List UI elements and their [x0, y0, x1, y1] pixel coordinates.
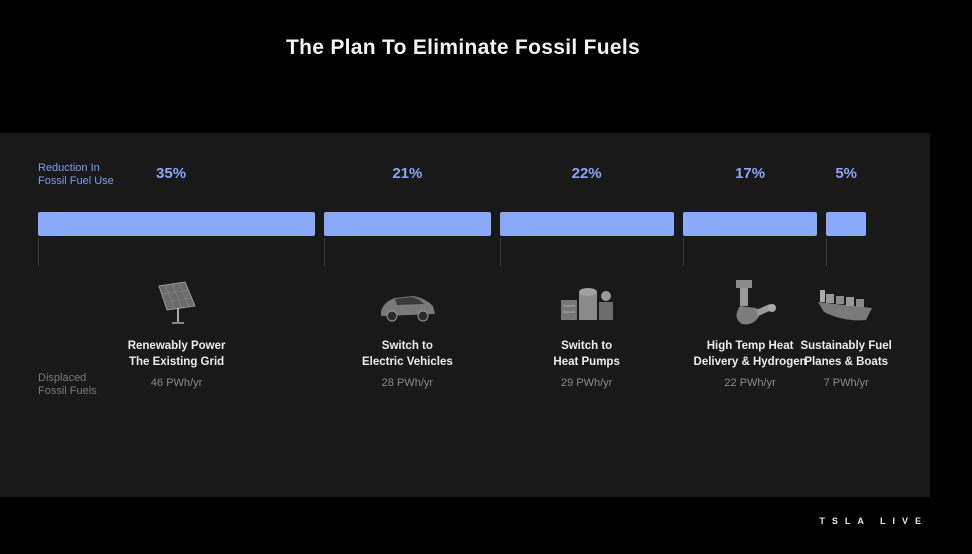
reduction-label-line2: Fossil Fuel Use [38, 175, 114, 187]
footer-brand: TSLA LIVE [819, 516, 928, 526]
segment-divider-4 [682, 238, 684, 266]
displaced-label-line1: Displaced [38, 372, 87, 384]
displaced-value-5: 7 PWh/yr [823, 377, 869, 389]
segment-name-1: Renewably Power The Existing Grid [128, 338, 226, 370]
segment-name-line2-3: Heat Pumps [553, 356, 620, 368]
displaced-value-2: 28 PWh/yr [381, 377, 434, 389]
displaced-row-label: Displaced Fossil Fuels [38, 372, 158, 398]
industrial-heat-icon [718, 278, 782, 328]
bar-segment-5 [826, 212, 866, 236]
reduction-label-line1: Reduction In [38, 162, 100, 174]
bar-segment-4 [682, 212, 818, 236]
bar-segment-3 [499, 212, 674, 236]
segment-name-line2-4: Delivery & Hydrogen [693, 356, 807, 368]
segment-name-5: Sustainably Fuel Planes & Boats [800, 338, 891, 370]
displaced-value-3: 29 PWh/yr [560, 377, 613, 389]
segment-divider-2 [324, 238, 326, 266]
solar-panel-icon [145, 278, 209, 328]
heat-pump-icon [555, 278, 619, 328]
percent-label-2: 21% [392, 165, 423, 182]
displaced-label-line2: Fossil Fuels [38, 385, 97, 397]
page-title: The Plan To Eliminate Fossil Fuels [285, 36, 641, 59]
segment-name-4: High Temp Heat Delivery & Hydrogen [694, 338, 807, 370]
displaced-value-4: 22 PWh/yr [724, 377, 776, 389]
segment-name-line2-1: The Existing Grid [128, 356, 225, 368]
percent-label-1: 35% [156, 165, 187, 182]
segment-name-line1-4: High Temp Heat [706, 340, 794, 352]
segment-name-line1-3: Switch to [561, 340, 613, 352]
ship-icon [814, 278, 878, 328]
segment-divider-3 [499, 238, 501, 266]
percent-label-5: 5% [835, 165, 858, 182]
percent-label-4: 17% [735, 165, 766, 182]
percent-label-3: 22% [571, 165, 602, 182]
segment-name-3: Switch to Heat Pumps [553, 338, 619, 370]
bar-segment-1 [38, 212, 316, 236]
segment-name-line2-2: Electric Vehicles [361, 356, 453, 368]
electric-car-icon [375, 278, 439, 328]
segment-divider-1 [38, 238, 39, 266]
segment-name-line2-5: Planes & Boats [804, 356, 889, 368]
displaced-value-1: 46 PWh/yr [150, 377, 203, 389]
segment-name-2: Switch to Electric Vehicles [362, 338, 453, 370]
segment-name-line1-2: Switch to [381, 340, 433, 352]
segment-name-line1-5: Sustainably Fuel [800, 340, 892, 352]
reduction-row-label: Reduction In Fossil Fuel Use [38, 162, 158, 188]
bar-segment-2 [324, 212, 491, 236]
chart-panel [0, 133, 930, 497]
segment-name-line1-1: Renewably Power [127, 340, 226, 352]
segment-divider-5 [826, 238, 828, 266]
